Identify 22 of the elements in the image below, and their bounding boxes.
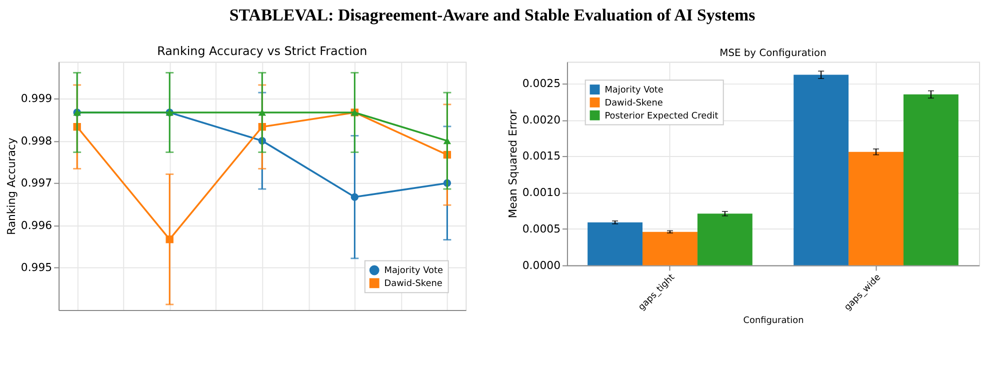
y-axis-title: Ranking Accuracy — [4, 137, 18, 236]
y-tick-label: 0.997 — [20, 176, 52, 190]
y-tick-label: 0.996 — [20, 218, 52, 232]
legend-label: Majority Vote — [604, 86, 664, 96]
text: STABLEVAL: Disagreement-Aware and Stable Evaluation of AI Systems — [229, 6, 756, 25]
legend-label: Majority Vote — [384, 266, 444, 276]
x-axis-title: Configuration — [743, 316, 804, 326]
y-tick-label: 0.995 — [20, 261, 52, 274]
y-tick-label: 0.0005 — [522, 222, 561, 236]
legend-label: Dawid-Skene — [604, 98, 664, 108]
chart-title: Ranking Accuracy vs Strict Fraction — [157, 44, 368, 58]
y-tick-label: 0.0000 — [522, 258, 561, 272]
y-tick-label: 0.0025 — [522, 77, 561, 90]
y-tick-label: 0.0015 — [522, 150, 561, 163]
legend-label: Dawid-Skene — [384, 279, 443, 290]
y-axis-title: Mean Squared Error — [506, 109, 520, 218]
y-tick-label: 0.0010 — [522, 186, 561, 200]
y-tick-label: 0.998 — [20, 134, 52, 148]
y-tick-label: 0.999 — [20, 92, 52, 105]
legend-label: Posterior Expected Credit — [604, 111, 719, 122]
y-tick-label: 0.0020 — [522, 113, 561, 126]
chart-title: MSE by Configuration — [720, 48, 826, 59]
